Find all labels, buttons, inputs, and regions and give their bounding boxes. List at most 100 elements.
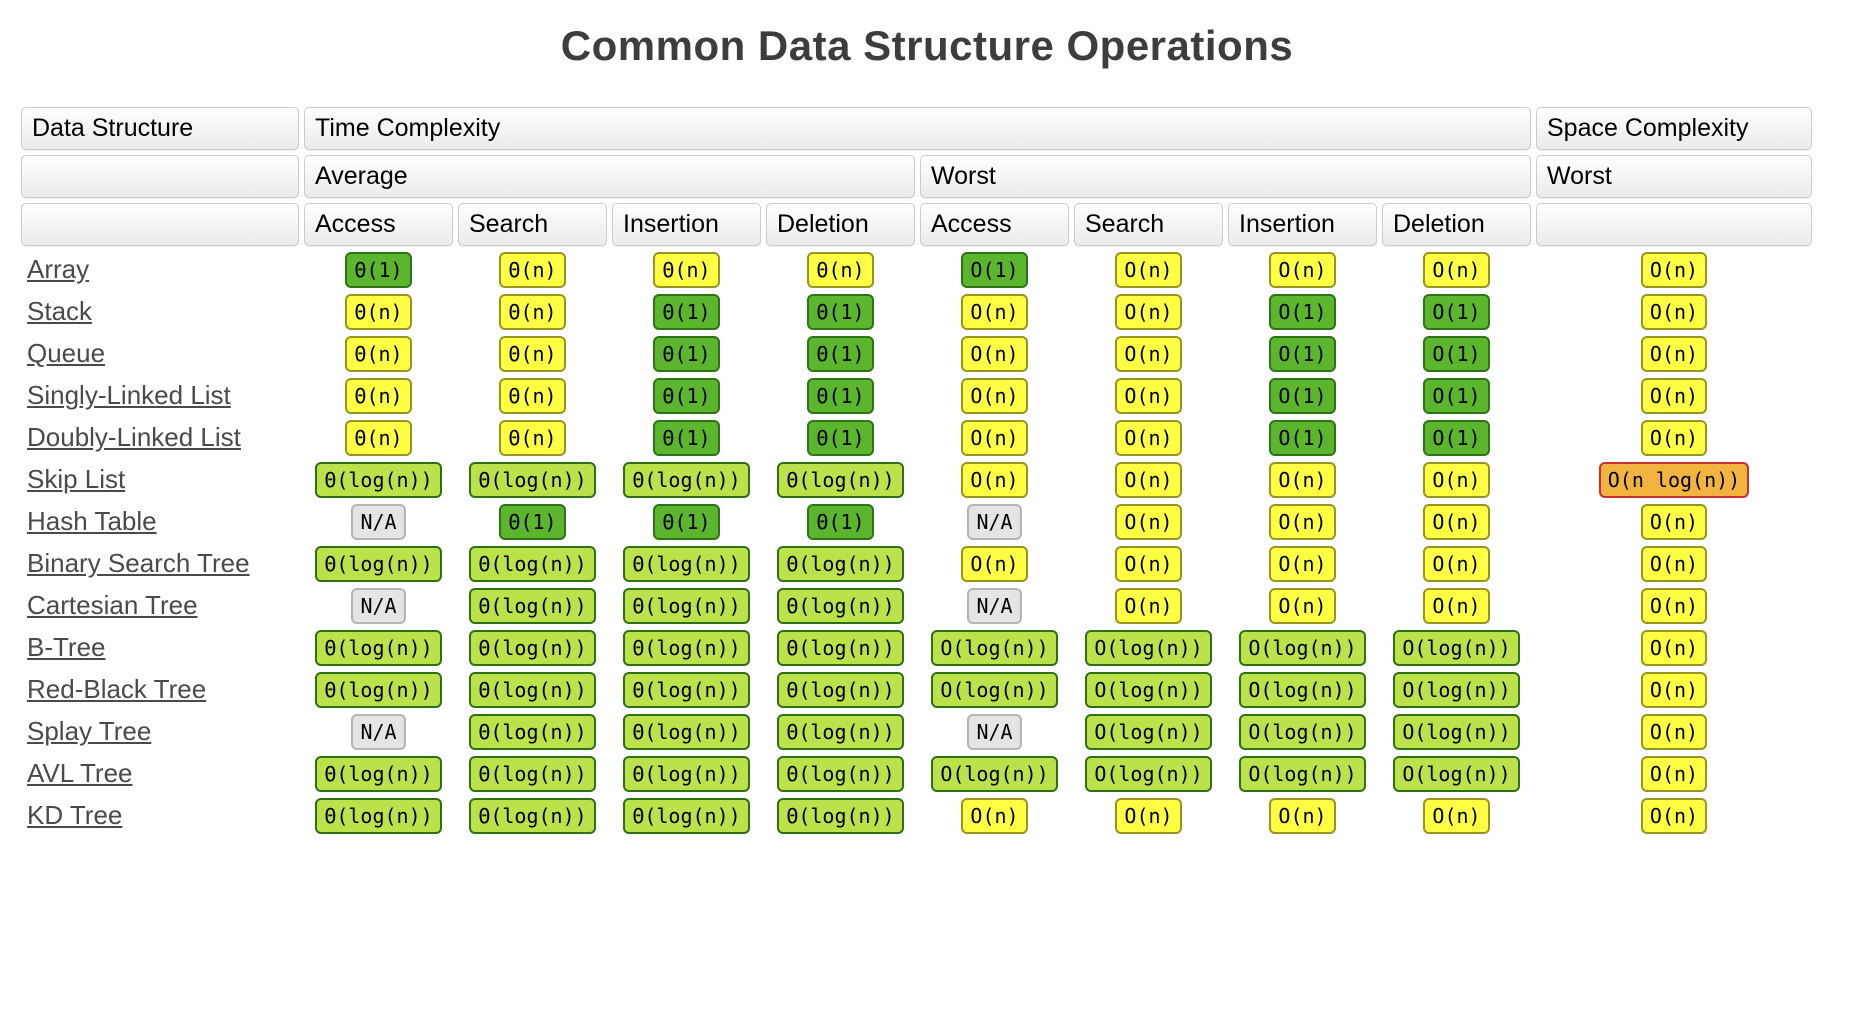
header-op-insertion-worst: Insertion xyxy=(1228,203,1377,246)
complexity-cell: O(n) xyxy=(1228,797,1377,834)
complexity-cell: Θ(1) xyxy=(612,377,761,414)
complexity-cell: Θ(log(n)) xyxy=(458,545,607,582)
complexity-cell: O(n) xyxy=(1536,377,1812,414)
complexity-badge: Θ(n) xyxy=(345,419,412,456)
complexity-badge: Θ(1) xyxy=(807,293,874,330)
complexity-badge: O(1) xyxy=(1423,293,1490,330)
complexity-badge: Θ(n) xyxy=(499,377,566,414)
complexity-badge: O(1) xyxy=(1423,377,1490,414)
complexity-badge: Θ(1) xyxy=(653,419,720,456)
row-link-singly-linked-list[interactable]: Singly-Linked List xyxy=(27,380,231,410)
complexity-cell: O(n) xyxy=(920,545,1069,582)
row-link-doubly-linked-list[interactable]: Doubly-Linked List xyxy=(27,422,241,452)
table-row: B-Tree Θ(log(n)) Θ(log(n)) Θ(log(n)) Θ(log(n… xyxy=(21,629,1812,666)
row-name-cell: Splay Tree xyxy=(21,713,299,750)
complexity-badge: O(1) xyxy=(1269,293,1336,330)
complexity-badge: O(n log(n)) xyxy=(1598,461,1750,498)
complexity-badge: O(n) xyxy=(1640,335,1708,372)
complexity-cell: Θ(log(n)) xyxy=(612,545,761,582)
row-link-array[interactable]: Array xyxy=(27,254,90,284)
header-op-deletion-worst: Deletion xyxy=(1382,203,1531,246)
row-link-red-black-tree[interactable]: Red-Black Tree xyxy=(27,674,207,704)
complexity-cell: O(n) xyxy=(1228,251,1377,288)
row-link-binary-search-tree[interactable]: Binary Search Tree xyxy=(27,548,250,578)
complexity-badge: O(n) xyxy=(1115,797,1182,834)
complexity-badge: O(n) xyxy=(1115,335,1182,372)
complexity-badge: O(n) xyxy=(1423,797,1490,834)
complexity-cell: O(n) xyxy=(1074,335,1223,372)
complexity-cell: O(n) xyxy=(1074,377,1223,414)
row-link-cartesian-tree[interactable]: Cartesian Tree xyxy=(27,590,198,620)
complexity-badge: Θ(n) xyxy=(499,293,566,330)
complexity-badge: O(n) xyxy=(961,545,1028,582)
row-link-stack[interactable]: Stack xyxy=(27,296,93,326)
row-name-cell: Stack xyxy=(21,293,299,330)
complexity-cell: O(1) xyxy=(920,251,1069,288)
complexity-cell: N/A xyxy=(920,713,1069,750)
complexity-cell: Θ(log(n)) xyxy=(304,755,453,792)
complexity-cell: Θ(n) xyxy=(304,419,453,456)
table-row: Cartesian Tree N/A Θ(log(n)) Θ(log(n)) Θ(log… xyxy=(21,587,1812,624)
complexity-cell: O(n) xyxy=(1074,293,1223,330)
header-space-complexity: Space Complexity xyxy=(1536,107,1812,150)
complexity-cell: Θ(log(n)) xyxy=(304,629,453,666)
table-row: Stack Θ(n) Θ(n) Θ(1) Θ(1) O(n) O(n) O(1) O(1) O(n… xyxy=(21,293,1812,330)
complexity-badge: O(n) xyxy=(1269,797,1336,834)
complexity-badge: O(n) xyxy=(1640,545,1708,582)
complexity-badge: Θ(log(n)) xyxy=(469,587,596,624)
complexity-badge: O(1) xyxy=(1269,335,1336,372)
complexity-badge: O(n) xyxy=(1115,503,1182,540)
complexity-badge: O(n) xyxy=(1269,587,1336,624)
complexity-badge: O(log(n)) xyxy=(931,671,1058,708)
complexity-cell: O(n) xyxy=(1228,503,1377,540)
complexity-badge: Θ(log(n)) xyxy=(469,671,596,708)
complexity-badge: O(n) xyxy=(1269,503,1336,540)
complexity-cell: O(log(n)) xyxy=(1074,671,1223,708)
row-link-b-tree[interactable]: B-Tree xyxy=(27,632,106,662)
complexity-badge: Θ(1) xyxy=(653,293,720,330)
complexity-cell: Θ(n) xyxy=(458,251,607,288)
row-link-skip-list[interactable]: Skip List xyxy=(27,464,126,494)
table-row: Doubly-Linked List Θ(n) Θ(n) Θ(1) Θ(1) O(n) O(… xyxy=(21,419,1812,456)
complexity-cell: O(n) xyxy=(1382,797,1531,834)
complexity-badge: N/A xyxy=(967,587,1022,624)
row-name-cell: Doubly-Linked List xyxy=(21,419,299,456)
complexity-cell: O(n) xyxy=(1074,461,1223,498)
row-name-cell: Skip List xyxy=(21,461,299,498)
row-link-kd-tree[interactable]: KD Tree xyxy=(27,800,123,830)
complexity-badge: O(log(n)) xyxy=(931,629,1058,666)
complexity-badge: Θ(log(n)) xyxy=(623,713,750,750)
complexity-cell: Θ(1) xyxy=(766,377,915,414)
complexity-badge: Θ(n) xyxy=(499,335,566,372)
complexity-badge: O(n) xyxy=(1640,629,1708,666)
complexity-badge: O(1) xyxy=(1423,335,1490,372)
complexity-badge: O(n) xyxy=(1423,461,1490,498)
row-name-cell: KD Tree xyxy=(21,797,299,834)
complexity-cell: O(1) xyxy=(1228,419,1377,456)
complexity-cell: O(n) xyxy=(1382,587,1531,624)
complexity-badge: Θ(log(n)) xyxy=(623,587,750,624)
complexity-badge: Θ(log(n)) xyxy=(777,713,904,750)
complexity-cell: O(n) xyxy=(1536,629,1812,666)
row-link-avl-tree[interactable]: AVL Tree xyxy=(27,758,133,788)
complexity-cell: O(n) xyxy=(1536,503,1812,540)
row-link-queue[interactable]: Queue xyxy=(27,338,106,368)
complexity-badge: O(n) xyxy=(1115,461,1182,498)
header-op-search-average: Search xyxy=(458,203,607,246)
row-link-splay-tree[interactable]: Splay Tree xyxy=(27,716,152,746)
complexity-cell: O(n) xyxy=(1382,545,1531,582)
complexity-cell: N/A xyxy=(920,587,1069,624)
complexity-cell: O(n) xyxy=(920,377,1069,414)
header-worst: Worst xyxy=(920,155,1531,198)
complexity-badge: Θ(1) xyxy=(345,251,412,288)
complexity-cell: O(n) xyxy=(1074,251,1223,288)
header-op-access-worst: Access xyxy=(920,203,1069,246)
complexity-cell: O(n) xyxy=(1074,545,1223,582)
complexity-cell: Θ(1) xyxy=(612,503,761,540)
complexity-cell: Θ(1) xyxy=(766,335,915,372)
table-body: Array Θ(1) Θ(n) Θ(n) Θ(n) O(1) O(n) O(n) O(n) O(n… xyxy=(21,251,1812,834)
complexity-cell: O(n) xyxy=(920,293,1069,330)
row-link-hash-table[interactable]: Hash Table xyxy=(27,506,157,536)
row-name-cell: Red-Black Tree xyxy=(21,671,299,708)
complexity-cell: Θ(log(n)) xyxy=(766,629,915,666)
